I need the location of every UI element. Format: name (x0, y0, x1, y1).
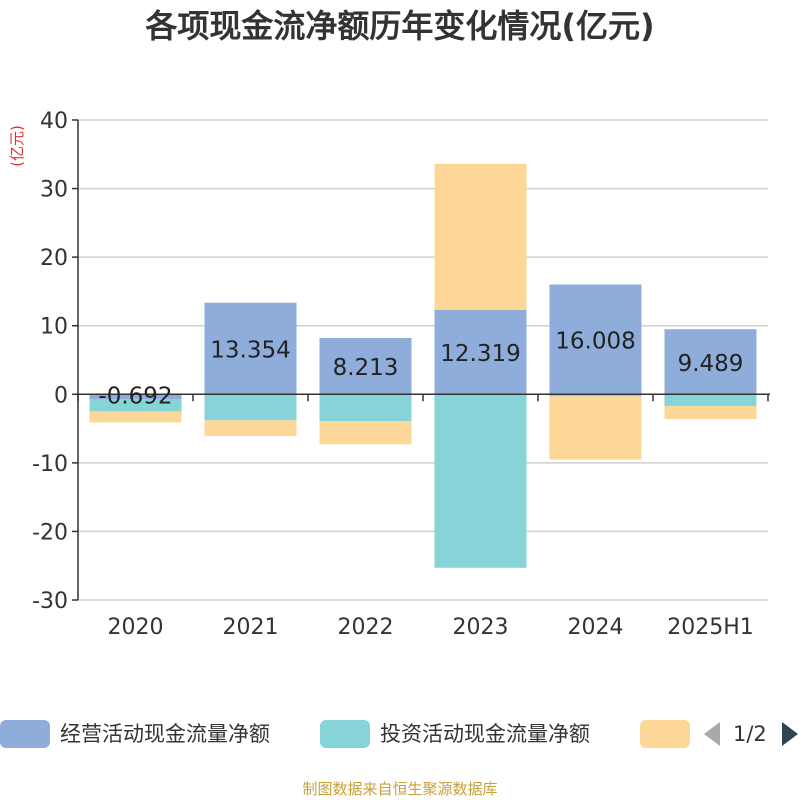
bar-series (89, 163, 757, 568)
pager-next-arrow-icon[interactable] (780, 720, 800, 748)
pager-prev-arrow-icon[interactable] (702, 720, 722, 748)
data-label: 9.489 (678, 351, 744, 377)
x-tick-label: 2020 (108, 615, 164, 640)
data-label: 8.213 (333, 355, 399, 381)
legend-label-operating: 经营活动现金流量净额 (60, 722, 270, 746)
bar-series1-2025H1[interactable] (664, 394, 757, 406)
axes: -30 -20 -10 0 10 20 30 40 2020 2021 2022 2023 2024 20… (32, 109, 770, 640)
data-source-note: 制图数据来自恒生聚源数据库 (302, 780, 498, 798)
data-label: 12.319 (440, 341, 520, 367)
chart-title: 各项现金流净额历年变化情况(亿元) (145, 7, 655, 45)
bar-series2-2024[interactable] (549, 396, 642, 460)
bar-series2-2025H1[interactable] (664, 405, 757, 419)
grid-lines (78, 119, 768, 601)
x-tick-label: 2024 (568, 615, 624, 640)
legend-swatch-operating (0, 720, 50, 748)
bar-series0-2022[interactable] (319, 337, 412, 395)
legend-item-investing[interactable]: 投资活动现金流量净额 (320, 714, 630, 754)
y-axis-label: (亿元) (8, 125, 26, 167)
bar-chart: -30 -20 -10 0 10 20 30 40 2020 2021 2022 2023 2024 20… (8, 109, 770, 640)
legend-pager-text: 1/2 (733, 722, 767, 746)
y-tick-label: -20 (32, 520, 68, 545)
x-tick-label: 2025H1 (667, 615, 754, 640)
y-tick-label: 10 (40, 315, 68, 340)
x-tick-label: 2022 (338, 615, 394, 640)
y-tick-label: -10 (32, 452, 68, 477)
legend-item-third[interactable] (640, 714, 690, 754)
y-tick-label: 0 (54, 383, 68, 408)
y-tick-label: -30 (32, 589, 68, 614)
bar-series1-2021[interactable] (204, 394, 297, 421)
data-label: 16.008 (555, 328, 635, 354)
data-labels: -0.692 13.354 8.213 12.319 16.008 9.489 (98, 328, 743, 409)
bar-series0-2023[interactable] (434, 309, 527, 395)
legend-swatch-third (640, 720, 690, 748)
x-tick-label: 2021 (223, 615, 279, 640)
bar-series1-2022[interactable] (319, 394, 412, 422)
data-label: 13.354 (210, 338, 290, 364)
bar-series2-2022[interactable] (319, 421, 412, 445)
bar-series2-2023[interactable] (434, 163, 527, 310)
bar-series1-2023[interactable] (434, 394, 527, 568)
bar-series2-2021[interactable] (204, 420, 297, 437)
bar-series0-2025H1[interactable] (664, 329, 757, 395)
bar-series0-2021[interactable] (204, 302, 297, 395)
y-tick-label: 40 (40, 109, 68, 134)
legend[interactable]: 经营活动现金流量净额 投资活动现金流量净额 1/2 (0, 714, 800, 754)
data-label: -0.692 (98, 383, 172, 409)
y-tick-label: 20 (40, 246, 68, 271)
bar-series2-2020[interactable] (89, 411, 182, 423)
legend-label-investing: 投资活动现金流量净额 (380, 722, 590, 746)
legend-swatch-investing (320, 720, 370, 748)
x-tick-label: 2023 (453, 615, 509, 640)
y-tick-label: 30 (40, 178, 68, 203)
legend-item-operating[interactable]: 经营活动现金流量净额 (0, 714, 310, 754)
bar-series0-2020[interactable] (89, 394, 182, 400)
bar-series1-2020[interactable] (89, 399, 182, 412)
bar-series1-2024[interactable] (549, 394, 642, 397)
bar-series0-2024[interactable] (549, 284, 642, 395)
